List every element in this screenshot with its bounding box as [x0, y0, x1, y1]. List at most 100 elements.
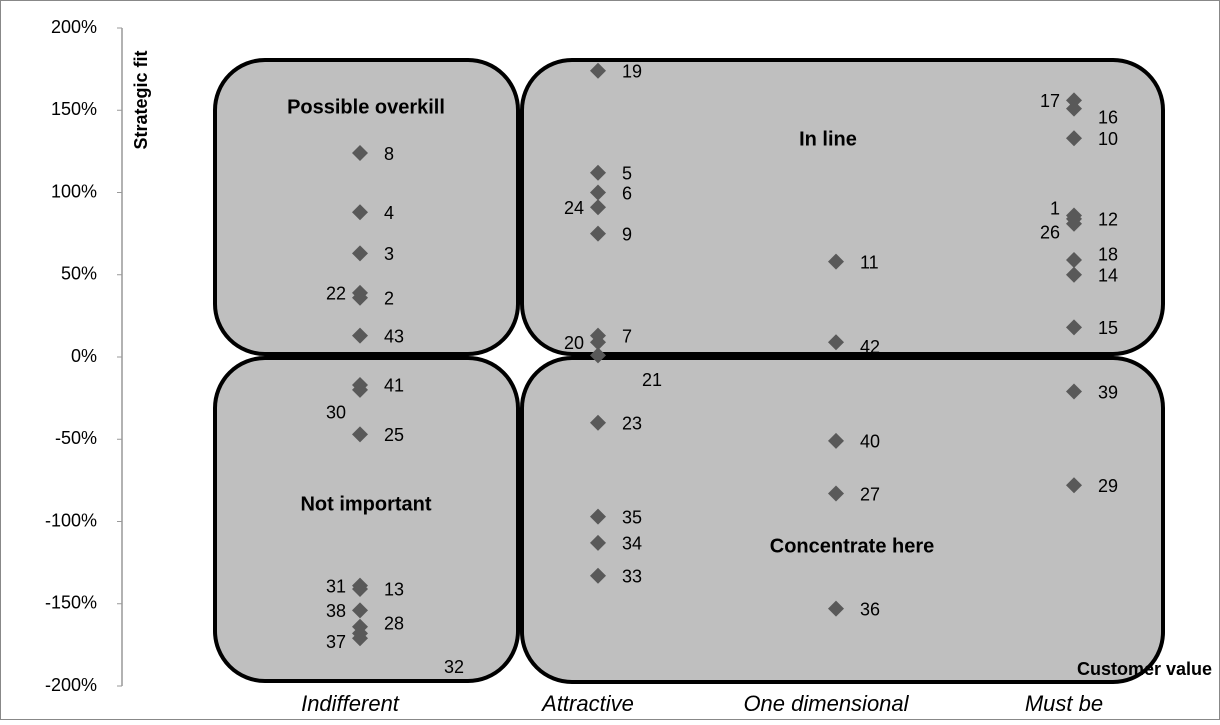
point-label: 22 — [326, 284, 346, 304]
x-tick-label: One dimensional — [743, 691, 909, 716]
point-label: 21 — [642, 370, 662, 390]
point — [590, 567, 606, 584]
point-label: 33 — [622, 567, 642, 587]
point — [352, 245, 368, 262]
y-tick-label: 50% — [61, 264, 97, 284]
point-label: 20 — [564, 333, 584, 353]
point-label: 19 — [622, 62, 642, 82]
point — [352, 289, 368, 306]
point-label: 27 — [860, 484, 880, 504]
y-tick-label: 0% — [71, 346, 97, 366]
point-label: 15 — [1098, 318, 1118, 338]
region-label: In line — [799, 128, 857, 150]
point-label: 11 — [860, 252, 879, 272]
point — [828, 485, 844, 502]
point-label: 42 — [860, 337, 880, 357]
region-box — [213, 356, 520, 683]
point-label: 7 — [622, 326, 632, 346]
point-label: 14 — [1098, 266, 1118, 286]
y-tick-label: -50% — [55, 428, 97, 448]
point-label: 25 — [384, 425, 404, 445]
point-label: 35 — [622, 507, 642, 527]
point — [352, 630, 368, 647]
y-tick-label: 100% — [51, 181, 97, 201]
point-label: 12 — [1098, 210, 1118, 230]
x-tick-label: Indifferent — [301, 691, 400, 716]
point — [1066, 130, 1082, 147]
point-label: 36 — [860, 599, 880, 619]
point-label: 6 — [622, 183, 632, 203]
region-box — [520, 356, 1165, 684]
point-label: 23 — [622, 414, 642, 434]
x-tick-label: Attractive — [540, 691, 634, 716]
point — [1066, 92, 1082, 109]
point-label: 40 — [860, 432, 880, 452]
point — [1066, 477, 1082, 494]
point-label: 28 — [384, 614, 404, 634]
point — [352, 381, 368, 398]
point — [590, 347, 606, 364]
point-label: 29 — [1098, 476, 1118, 496]
point — [828, 334, 844, 351]
region-label: Not important — [300, 493, 431, 515]
point — [590, 225, 606, 242]
point-label: 32 — [444, 657, 464, 677]
point — [590, 184, 606, 201]
point — [590, 508, 606, 525]
point-label: 4 — [384, 203, 394, 223]
point-label: 3 — [384, 244, 394, 264]
y-tick-label: 150% — [51, 99, 97, 119]
point — [352, 145, 368, 162]
point — [1066, 319, 1082, 336]
region-label: Possible overkill — [287, 96, 445, 118]
point — [590, 199, 606, 216]
point — [1066, 266, 1082, 283]
point — [352, 580, 368, 597]
region-label: Concentrate here — [770, 535, 935, 557]
point — [352, 602, 368, 619]
x-axis-title: Customer value — [1077, 659, 1212, 679]
point — [590, 414, 606, 431]
region-box — [213, 58, 520, 356]
point-label: 13 — [384, 580, 404, 600]
point — [828, 432, 844, 449]
point — [590, 534, 606, 551]
point — [590, 334, 606, 351]
x-tick-label: Must be — [1025, 691, 1103, 716]
point — [828, 253, 844, 270]
point-label: 5 — [622, 164, 632, 184]
point — [1066, 383, 1082, 400]
point — [590, 62, 606, 79]
point-label: 1 — [1050, 198, 1060, 218]
y-tick-label: 200% — [51, 17, 97, 37]
point-label: 31 — [326, 576, 346, 596]
point — [352, 426, 368, 443]
point — [1066, 100, 1082, 117]
regions — [213, 58, 1165, 684]
point-label: 43 — [384, 326, 404, 346]
point-label: 17 — [1040, 91, 1060, 111]
point — [352, 204, 368, 221]
point — [352, 327, 368, 344]
point — [828, 600, 844, 617]
point-label: 8 — [384, 144, 394, 164]
point-label: 34 — [622, 534, 642, 554]
point-label: 30 — [326, 403, 346, 423]
point — [590, 164, 606, 181]
point-label: 37 — [326, 632, 346, 652]
point-label: 2 — [384, 289, 394, 309]
point-label: 39 — [1098, 382, 1118, 402]
point-label: 10 — [1098, 129, 1118, 149]
y-axis-title: Strategic fit — [131, 50, 151, 149]
point — [1066, 251, 1082, 268]
point-label: 38 — [326, 601, 346, 621]
y-tick-label: -200% — [45, 675, 97, 695]
point-label: 24 — [564, 198, 584, 218]
region-box — [520, 58, 1165, 356]
point-label: 9 — [622, 224, 632, 244]
y-tick-label: -150% — [45, 593, 97, 613]
point-label: 16 — [1098, 107, 1118, 127]
point — [1066, 215, 1082, 232]
point-label: 18 — [1098, 245, 1118, 265]
